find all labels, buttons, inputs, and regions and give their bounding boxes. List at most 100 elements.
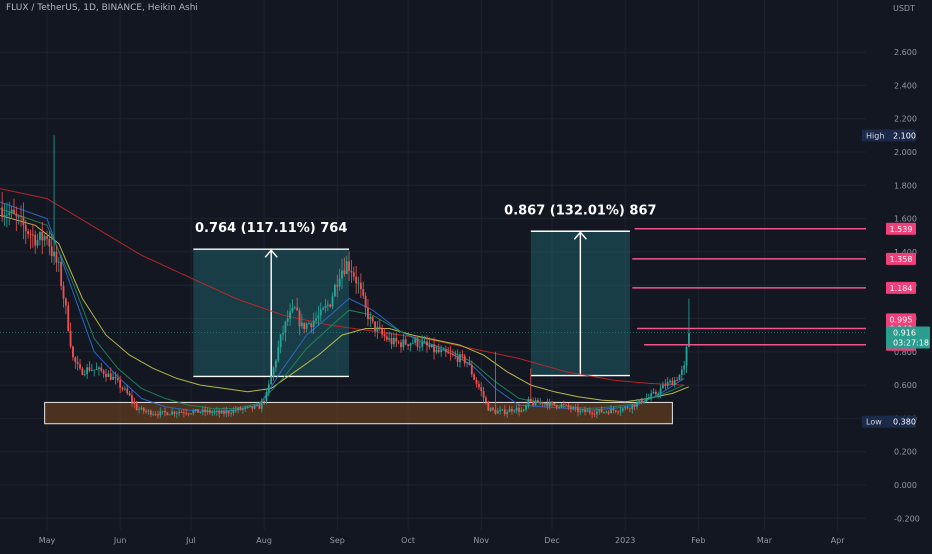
candle	[192, 410, 195, 414]
moving-average-layer	[0, 188, 690, 413]
candle	[67, 305, 70, 331]
candle	[249, 406, 251, 407]
candle	[418, 346, 421, 348]
candle	[437, 349, 440, 353]
candle	[348, 261, 350, 272]
price-tick-label: 2.000	[894, 148, 917, 157]
candle	[553, 403, 556, 406]
candle	[241, 408, 244, 410]
candle	[600, 409, 603, 413]
candle	[610, 408, 612, 414]
candle	[638, 399, 641, 403]
last-price-label: 0.916	[893, 328, 916, 337]
candle	[626, 407, 629, 409]
candle	[567, 404, 570, 408]
candle	[15, 213, 18, 217]
candle	[546, 402, 549, 407]
overlay-layer	[632, 228, 866, 346]
candle	[324, 305, 327, 309]
candle	[204, 409, 207, 413]
candle	[529, 398, 532, 402]
candle	[197, 409, 199, 413]
candle	[86, 367, 89, 375]
candle	[190, 413, 192, 415]
candle	[640, 399, 643, 403]
candle	[376, 326, 379, 332]
candle	[447, 352, 450, 354]
time-axis[interactable]: May Jun Jul Aug Sep Oct Nov Dec 2023 Feb Mar Apr	[0, 530, 932, 550]
candle	[560, 404, 563, 408]
candle	[378, 326, 381, 329]
candle	[102, 370, 105, 374]
currency-label: USDT	[893, 4, 915, 13]
candle	[572, 407, 575, 409]
resistance-label: 1.539	[890, 225, 913, 234]
candle	[260, 401, 263, 409]
candle	[206, 410, 209, 413]
candle	[449, 353, 452, 355]
candle	[142, 407, 145, 412]
candle	[527, 398, 530, 406]
candle	[551, 402, 553, 404]
candle	[223, 411, 225, 414]
candle	[515, 407, 518, 411]
annotation-layer: 0.764 (117.11%) 764 0.867 (132.01%) 867	[44, 203, 673, 425]
time-tick-label: Nov	[473, 536, 489, 545]
candle	[187, 413, 190, 415]
resistance-tag	[886, 281, 916, 294]
candle	[157, 414, 159, 416]
candle	[662, 384, 664, 389]
current-high-label: 0.995	[890, 315, 913, 324]
candle	[95, 369, 98, 370]
low-value: 0.380	[893, 418, 916, 427]
resistance-label: 1.358	[890, 255, 913, 264]
candle	[654, 391, 657, 395]
candle	[501, 409, 504, 411]
moving-average-line	[0, 214, 690, 403]
candle	[74, 357, 77, 363]
resistance-label: 1.184	[890, 284, 913, 293]
candle	[312, 320, 315, 328]
price-tick-label: 0.800	[894, 348, 917, 357]
candle	[475, 379, 478, 384]
candle	[291, 308, 294, 312]
high-tag	[862, 129, 916, 142]
candle	[62, 285, 65, 299]
chart-title[interactable]: FLUX / TetherUS, 1D, BINANCE, Heikin Ash…	[6, 3, 198, 13]
time-tick-label: Oct	[401, 536, 415, 545]
candle	[57, 261, 60, 263]
candle	[374, 321, 376, 332]
candle	[284, 321, 287, 333]
candle	[334, 284, 336, 297]
price-tick-label: 2.400	[894, 81, 917, 90]
support-zone[interactable]	[44, 401, 673, 425]
candle	[614, 410, 617, 412]
candle	[60, 261, 63, 286]
price-axis-background	[866, 0, 932, 550]
candle	[383, 334, 386, 337]
candle	[506, 412, 509, 415]
candle	[452, 353, 454, 355]
candle	[36, 240, 39, 246]
candle	[112, 377, 114, 380]
candle	[539, 401, 542, 403]
candle	[164, 410, 166, 413]
moving-average-line	[0, 208, 685, 409]
candle	[182, 412, 185, 414]
candle	[558, 407, 561, 409]
candle	[326, 304, 329, 306]
candle	[27, 231, 30, 235]
time-tick-label: Dec	[544, 536, 559, 545]
candle	[381, 328, 384, 335]
candle	[147, 410, 150, 412]
candle	[24, 225, 27, 232]
candle	[296, 307, 299, 311]
candle	[251, 406, 254, 409]
price-axis[interactable]: USDT2.6002.4002.2002.0001.8001.6001.4001…	[862, 0, 932, 550]
candle	[173, 411, 176, 414]
candle	[355, 276, 358, 284]
low-text: Low	[866, 418, 882, 427]
